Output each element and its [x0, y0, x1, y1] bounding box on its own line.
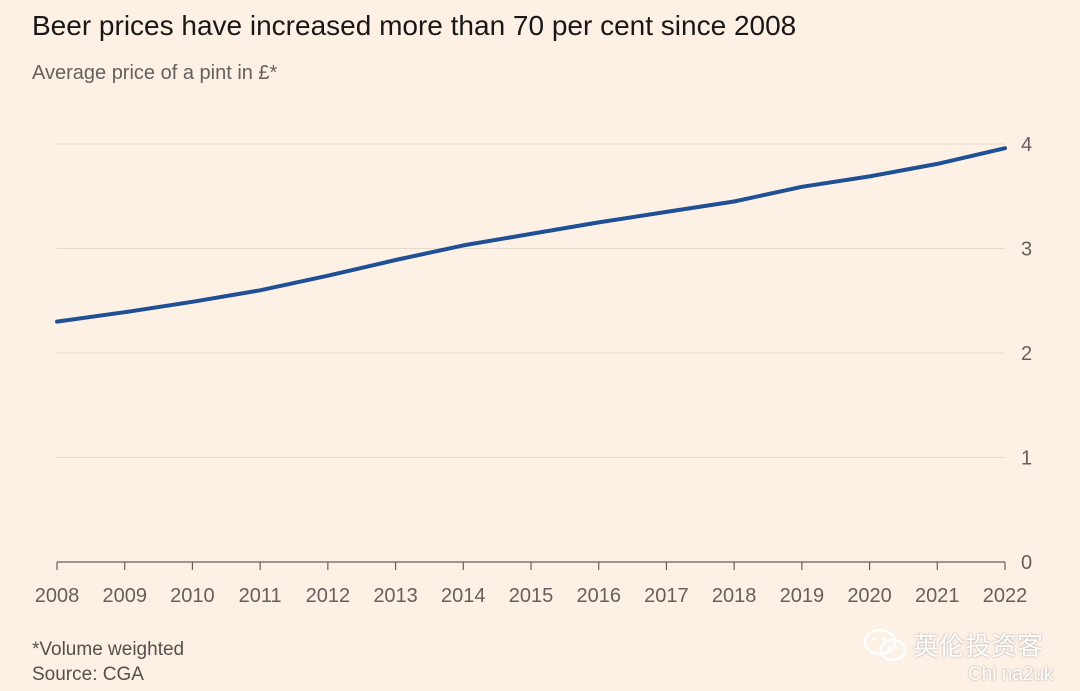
- x-tick-label: 2011: [239, 585, 282, 607]
- footnote: *Volume weighted: [32, 639, 185, 660]
- y-tick-label: 2: [1021, 343, 1032, 365]
- x-tick-label: 2018: [712, 585, 757, 607]
- y-tick-label: 4: [1021, 134, 1032, 156]
- x-tick-label: 2022: [983, 585, 1028, 607]
- watermark-url: Chi na2uk: [968, 664, 1054, 685]
- x-tick-label: 2019: [780, 585, 825, 607]
- y-tick-label: 0: [1021, 552, 1032, 574]
- y-tick-label: 1: [1021, 448, 1032, 470]
- y-axis-ticks: 0 1 2 3 4: [1021, 134, 1032, 574]
- x-tick-label: 2009: [102, 585, 147, 607]
- gridlines: [57, 143, 1005, 458]
- y-tick-label: 3: [1021, 239, 1032, 261]
- x-tick-label: 2020: [847, 585, 892, 607]
- x-tick-label: 2010: [170, 585, 215, 607]
- x-tick-label: 2013: [373, 585, 418, 607]
- x-tick-label: 2008: [35, 585, 80, 607]
- x-tick-label: 2016: [576, 585, 621, 607]
- watermark-text: 英伦投资客: [913, 631, 1044, 661]
- series-lines: [55, 146, 1007, 324]
- chart-subtitle: Average price of a pint in £*: [32, 62, 278, 84]
- chart-title: Beer prices have increased more than 70 …: [32, 10, 797, 41]
- x-axis: 2008 2009 2010 2011 2012 2013 2014 2015 2016 2017…: [35, 561, 1028, 607]
- x-tick-label: 2017: [644, 585, 689, 607]
- x-tick-label: 2012: [306, 585, 351, 607]
- wechat-icon: [863, 628, 907, 661]
- x-tick-label: 2014: [441, 585, 486, 607]
- watermark: 英伦投资客: [863, 626, 1043, 663]
- x-tick-label: 2021: [915, 585, 960, 607]
- series-line-0: [55, 146, 1007, 324]
- source-note: Source: CGA: [32, 664, 144, 685]
- x-tick-label: 2015: [509, 585, 554, 607]
